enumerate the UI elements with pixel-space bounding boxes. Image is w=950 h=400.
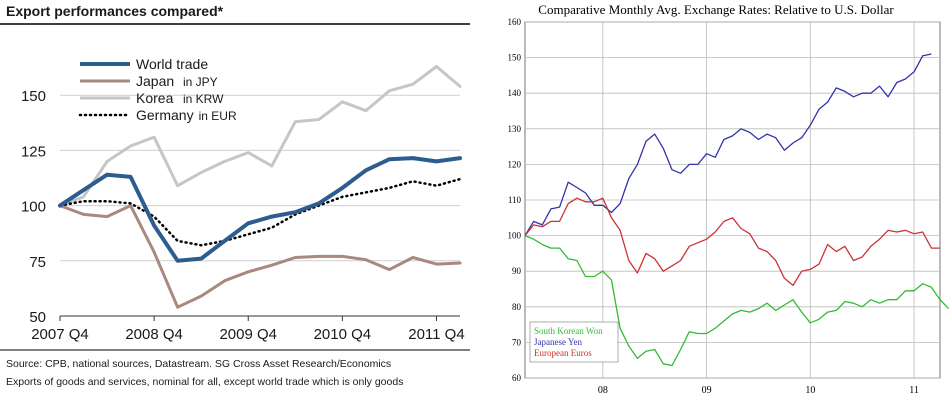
x-tick-label: 2009 Q4: [219, 326, 277, 343]
y-tick-label: 60: [512, 373, 522, 383]
x-tick-label: 10: [805, 385, 815, 396]
y-tick-label: 70: [512, 337, 522, 347]
legend-box: [529, 321, 619, 363]
x-tick-label: 2011 Q4: [408, 326, 464, 343]
y-tick-label: 120: [508, 159, 522, 169]
x-tick-label: 08: [598, 385, 608, 396]
left-chart-svg: 50 75 100 125 150 2007 Q4 2008 Q4 2009 Q4 2010 Q…: [0, 23, 470, 351]
y-tick-label: 100: [21, 199, 46, 216]
left-chart-title: Export performances compared*: [6, 3, 224, 19]
legend-label: European Euros: [534, 348, 592, 358]
x-tick-label: 09: [702, 385, 712, 396]
y-tick-label: 110: [508, 195, 522, 205]
x-tick-label: 2007 Q4: [31, 326, 89, 343]
x-tick-label: 2008 Q4: [125, 326, 183, 343]
legend-note: in KRW: [183, 92, 224, 106]
y-tick-label: 50: [29, 309, 46, 326]
series-line-korea: [58, 65, 462, 208]
y-tick-label: 80: [512, 302, 522, 312]
left-exports-note: Exports of goods and services, nominal f…: [6, 376, 404, 388]
y-tick-label: 160: [508, 17, 522, 27]
left-chart-panel: Export performances compared* 50 75 100 125…: [0, 0, 470, 400]
right-chart-panel: Comparative Monthly Avg. Exchange Rates:…: [470, 0, 950, 400]
legend-note: in JPY: [183, 75, 218, 89]
series-line-germany: [58, 177, 462, 247]
y-tick-label: 75: [29, 254, 46, 271]
x-tick-label: 2010 Q4: [314, 326, 372, 343]
legend-note: in EUR: [199, 109, 237, 123]
y-tick-label: 150: [508, 53, 522, 63]
y-tick-label: 130: [508, 124, 522, 134]
y-tick-label: 125: [21, 143, 46, 160]
legend-label: Germany: [136, 107, 194, 123]
right-chart-title: Comparative Monthly Avg. Exchange Rates:…: [538, 2, 894, 17]
legend-label: World trade: [136, 56, 208, 72]
y-tick-label: 100: [508, 231, 522, 241]
legend-label: Korea: [136, 90, 174, 106]
series-line-world-trade: [58, 156, 462, 263]
legend-label: South Korean Won: [534, 326, 603, 336]
series-line-european-euros: [524, 197, 940, 287]
y-tick-label: 90: [512, 266, 522, 276]
y-tick-label: 150: [21, 88, 46, 105]
series-line-japanese-yen: [524, 53, 932, 236]
series-line-south-korean-won: [524, 235, 950, 367]
series-line-japan: [58, 204, 462, 309]
right-chart-svg: Comparative Monthly Avg. Exchange Rates:…: [508, 2, 950, 396]
y-tick-label: 140: [508, 88, 522, 98]
x-tick-label: 11: [909, 385, 919, 396]
legend-label: Japanese Yen: [534, 337, 582, 347]
left-source-note: Source: CPB, national sources, Datastrea…: [6, 358, 392, 370]
legend-label: Japan: [136, 73, 174, 89]
